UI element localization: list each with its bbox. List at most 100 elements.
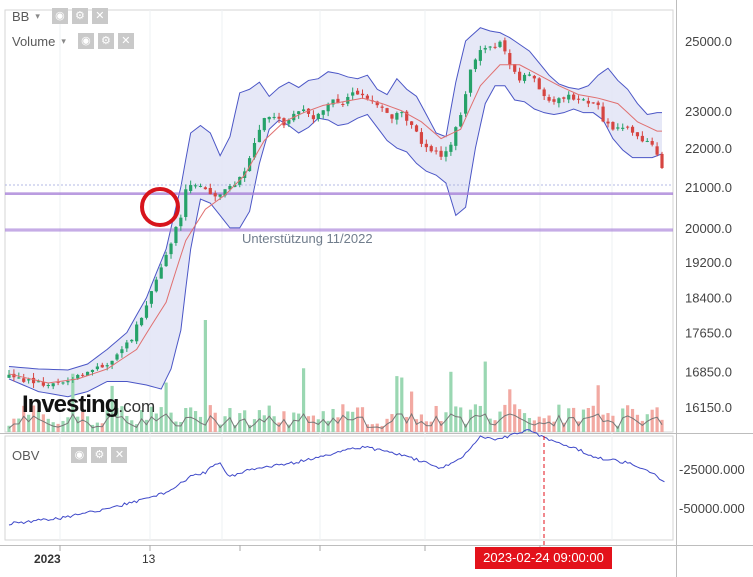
candle-body (336, 98, 340, 104)
candle-body (159, 267, 163, 279)
close-icon[interactable]: ✕ (111, 447, 128, 463)
candle-body (493, 46, 497, 48)
candle-body (267, 117, 271, 120)
candle-body (262, 118, 266, 131)
volume-bar (41, 414, 45, 432)
candle-body (22, 378, 26, 382)
volume-bar (508, 389, 512, 432)
volume-bar (522, 413, 527, 432)
candle-body (46, 384, 50, 386)
volume-bar (370, 424, 374, 432)
volume-bar (31, 405, 36, 432)
bb-label: BB (12, 8, 30, 24)
volume-bar (365, 424, 370, 432)
gear-icon[interactable]: ⚙ (91, 447, 108, 463)
volume-bar (301, 368, 306, 432)
obv-legend[interactable]: OBV ◉ ⚙ ✕ (12, 447, 128, 463)
volume-bar (208, 405, 212, 432)
volume-bar (493, 420, 497, 432)
volume-bar (473, 404, 478, 432)
candle-body (198, 185, 203, 187)
volume-bar (76, 416, 80, 432)
logo-suffix: .com (118, 397, 156, 416)
candle-body (542, 89, 546, 97)
gear-icon[interactable]: ⚙ (97, 33, 114, 49)
candle-body (17, 377, 21, 379)
candle-body (483, 47, 487, 50)
volume-bar (22, 405, 26, 432)
candle-body (144, 305, 149, 318)
candle-body (650, 141, 654, 145)
volume-bar (90, 424, 95, 432)
logo-text: Investing (22, 391, 119, 418)
candle-body (640, 135, 644, 142)
volume-bar (115, 407, 119, 432)
volume-bar (198, 416, 203, 432)
eye-icon[interactable]: ◉ (51, 8, 68, 24)
candle-body (95, 366, 99, 370)
volume-bar (164, 382, 168, 432)
volume-bar (567, 408, 571, 432)
price-tick-label: 16150.0 (685, 400, 732, 415)
volume-bar (144, 419, 149, 432)
candle-body (311, 115, 316, 120)
volume-bar (478, 405, 482, 432)
eye-icon[interactable]: ◉ (77, 33, 94, 49)
volume-bar (149, 406, 153, 432)
candle-body (66, 381, 70, 383)
volume-bar (110, 385, 114, 432)
volume-bar (95, 422, 99, 432)
date-badge: 2023-02-24 09:00:00 (475, 547, 612, 569)
volume-bar (277, 422, 281, 432)
volume-legend[interactable]: Volume ▾ ◉ ⚙ ✕ (12, 33, 134, 49)
candle-body (621, 127, 625, 129)
candle-body (36, 381, 41, 383)
candle-body (635, 132, 640, 137)
candle-body (547, 97, 551, 101)
candle-body (365, 95, 370, 99)
candle-body (272, 116, 276, 118)
volume-bar (400, 377, 404, 432)
candle-body (419, 132, 424, 144)
gear-icon[interactable]: ⚙ (71, 8, 88, 24)
candle-body (454, 127, 458, 146)
candle-body (645, 140, 649, 142)
close-icon[interactable]: ✕ (91, 8, 108, 24)
volume-bar (395, 376, 399, 432)
candle-body (233, 184, 237, 187)
candle-body (464, 94, 468, 114)
candle-body (567, 94, 571, 100)
volume-bar (655, 407, 659, 432)
volume-bar (576, 421, 581, 432)
volume-bar (125, 415, 129, 432)
candle-body (51, 383, 55, 387)
volume-bar (596, 385, 600, 432)
obv-tick-label: -50000.000 (679, 501, 745, 516)
bb-legend[interactable]: BB ▾ ◉ ⚙ ✕ (12, 8, 108, 24)
candle-body (341, 104, 345, 106)
bb-lower-line (8, 85, 663, 398)
candle-body (626, 126, 630, 128)
volume-ma-line (8, 412, 663, 430)
volume-bar (139, 410, 144, 432)
chevron-down-icon[interactable]: ▾ (61, 35, 66, 46)
candle-body (223, 189, 227, 196)
eye-icon[interactable]: ◉ (71, 447, 88, 463)
chevron-down-icon[interactable]: ▾ (35, 10, 40, 21)
candle-body (193, 185, 198, 187)
volume-bar (228, 408, 232, 432)
candle-body (238, 176, 242, 185)
candle-body (184, 189, 188, 217)
volume-bar (247, 424, 252, 432)
price-tick-label: 18400.0 (685, 291, 732, 306)
volume-bar (311, 415, 316, 432)
candle-body (611, 121, 615, 130)
candle-body (429, 146, 433, 152)
volume-bar (439, 421, 443, 432)
close-icon[interactable]: ✕ (117, 33, 134, 49)
candle-body (31, 377, 36, 384)
candle-body (85, 371, 90, 376)
volume-bar (532, 420, 536, 432)
candle-body (154, 279, 158, 292)
x-tick-label: 2023 (34, 552, 61, 566)
